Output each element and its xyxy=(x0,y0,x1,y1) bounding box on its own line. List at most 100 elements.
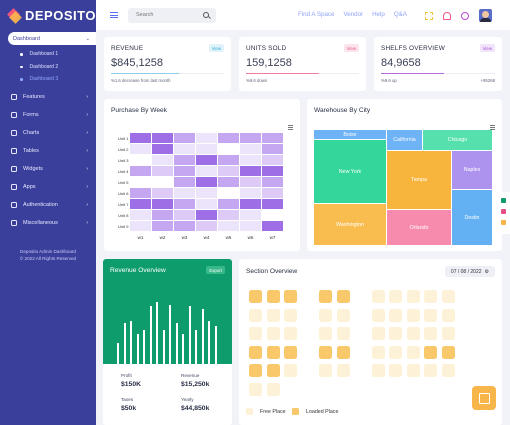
seat-free[interactable] xyxy=(389,364,402,377)
heatmap-cell[interactable] xyxy=(240,133,261,143)
sidebar-subitem-dashboard-2[interactable]: Dashboard 2 xyxy=(0,61,96,74)
heatmap-cell[interactable] xyxy=(152,133,173,143)
seat-free[interactable] xyxy=(336,327,350,340)
seat-free[interactable] xyxy=(371,308,385,322)
heatmap-cell[interactable] xyxy=(152,210,173,220)
heatmap-cell[interactable] xyxy=(240,144,261,154)
heatmap-cell[interactable] xyxy=(174,166,195,176)
seat-free[interactable] xyxy=(406,364,420,377)
sidebar-item-authentication[interactable]: Authentication › xyxy=(0,196,96,214)
avatar[interactable] xyxy=(479,9,492,22)
seat-free[interactable] xyxy=(266,327,280,340)
seat-free[interactable] xyxy=(424,308,437,322)
seat-free[interactable] xyxy=(441,308,455,322)
heatmap-cell[interactable] xyxy=(174,177,195,187)
heatmap-cell[interactable] xyxy=(152,177,173,187)
menu-icon[interactable] xyxy=(288,124,293,130)
heatmap-cell[interactable] xyxy=(218,133,239,143)
tool-icon-green[interactable] xyxy=(500,198,506,203)
seat-free[interactable] xyxy=(441,290,455,303)
seat-loaded[interactable] xyxy=(249,290,262,303)
heatmap-cell[interactable] xyxy=(196,166,217,176)
heatmap-cell[interactable] xyxy=(240,177,261,187)
heatmap-cell[interactable] xyxy=(174,199,195,209)
seat-free[interactable] xyxy=(319,364,332,377)
seat-free[interactable] xyxy=(266,308,280,322)
heatmap-cell[interactable] xyxy=(196,133,217,143)
heatmap-cell[interactable] xyxy=(196,188,217,198)
treemap-cell-boise[interactable]: Boise xyxy=(314,130,386,139)
heatmap-cell[interactable] xyxy=(130,210,151,220)
heatmap-cell[interactable] xyxy=(262,155,283,165)
heatmap-cell[interactable] xyxy=(218,221,239,231)
search-icon[interactable] xyxy=(203,11,209,18)
heatmap-cell[interactable] xyxy=(130,133,151,143)
heatmap-cell[interactable] xyxy=(218,199,239,209)
heatmap-cell[interactable] xyxy=(262,221,283,231)
heatmap-cell[interactable] xyxy=(196,199,217,209)
heatmap-cell[interactable] xyxy=(152,199,173,209)
seat-free[interactable] xyxy=(319,308,332,322)
heatmap-cell[interactable] xyxy=(218,155,239,165)
seat-free[interactable] xyxy=(266,382,280,396)
seat-free[interactable] xyxy=(371,327,385,340)
heatmap-cell[interactable] xyxy=(218,210,239,220)
view-button[interactable]: View xyxy=(343,44,359,52)
heatmap-cell[interactable] xyxy=(174,221,195,231)
seat-loaded[interactable] xyxy=(249,364,262,377)
heatmap-cell[interactable] xyxy=(196,144,217,154)
menu-icon[interactable] xyxy=(490,124,495,130)
tool-icon-pink[interactable] xyxy=(500,209,506,214)
heatmap-cell[interactable] xyxy=(152,144,173,154)
heatmap-cell[interactable] xyxy=(240,199,261,209)
seat-loaded[interactable] xyxy=(424,345,437,359)
seat-free[interactable] xyxy=(284,327,297,340)
sidebar-item-miscellaneous[interactable]: Miscellaneous › xyxy=(0,214,96,232)
heatmap-cell[interactable] xyxy=(130,221,151,231)
seat-loaded[interactable] xyxy=(284,345,297,359)
tool-icon-orange[interactable] xyxy=(500,220,506,225)
seat-free[interactable] xyxy=(424,364,437,377)
seat-loaded[interactable] xyxy=(266,364,280,377)
bell-icon[interactable] xyxy=(443,11,451,20)
fullscreen-icon[interactable] xyxy=(425,11,433,20)
search-input[interactable] xyxy=(136,12,196,18)
treemap-cell-destin[interactable]: Destin xyxy=(452,190,492,245)
heatmap-cell[interactable] xyxy=(240,166,261,176)
sidebar-subitem-dashboard-1[interactable]: Dashboard 1 xyxy=(0,48,96,61)
seat-loaded[interactable] xyxy=(336,345,350,359)
heatmap-cell[interactable] xyxy=(218,144,239,154)
heatmap-cell[interactable] xyxy=(152,155,173,165)
seat-free[interactable] xyxy=(389,345,402,359)
heatmap-cell[interactable] xyxy=(152,221,173,231)
heatmap-cell[interactable] xyxy=(262,210,283,220)
heatmap-cell[interactable] xyxy=(240,155,261,165)
heatmap-cell[interactable] xyxy=(262,166,283,176)
heatmap-cell[interactable] xyxy=(240,210,261,220)
sidebar-item-widgets[interactable]: Widgets › xyxy=(0,160,96,178)
treemap-cell-new-york[interactable]: New York xyxy=(314,140,386,203)
seat-free[interactable] xyxy=(441,327,455,340)
link-find-a-space[interactable]: Find A Space xyxy=(298,11,335,18)
seat-loaded[interactable] xyxy=(266,345,280,359)
heatmap-cell[interactable] xyxy=(174,133,195,143)
heatmap-cell[interactable] xyxy=(130,188,151,198)
menu-toggle-icon[interactable] xyxy=(110,11,118,20)
seat-free[interactable] xyxy=(249,382,262,396)
sidebar-item-dashboard[interactable]: Dashboard ⌄ xyxy=(8,32,96,45)
treemap-cell-tampa[interactable]: Tampa xyxy=(387,151,451,209)
seat-loaded[interactable] xyxy=(319,290,332,303)
seat-free[interactable] xyxy=(336,364,350,377)
seat-free[interactable] xyxy=(389,290,402,303)
heatmap-cell[interactable] xyxy=(196,155,217,165)
heatmap-cell[interactable] xyxy=(196,221,217,231)
view-button[interactable]: View xyxy=(479,44,495,52)
seat-free[interactable] xyxy=(424,290,437,303)
treemap-cell-washington[interactable]: Washington xyxy=(314,204,386,245)
heatmap-cell[interactable] xyxy=(152,166,173,176)
heatmap-cell[interactable] xyxy=(130,199,151,209)
heatmap-cell[interactable] xyxy=(262,144,283,154)
seat-free[interactable] xyxy=(371,364,385,377)
treemap-cell-california[interactable]: California xyxy=(387,130,422,150)
heatmap-cell[interactable] xyxy=(152,188,173,198)
